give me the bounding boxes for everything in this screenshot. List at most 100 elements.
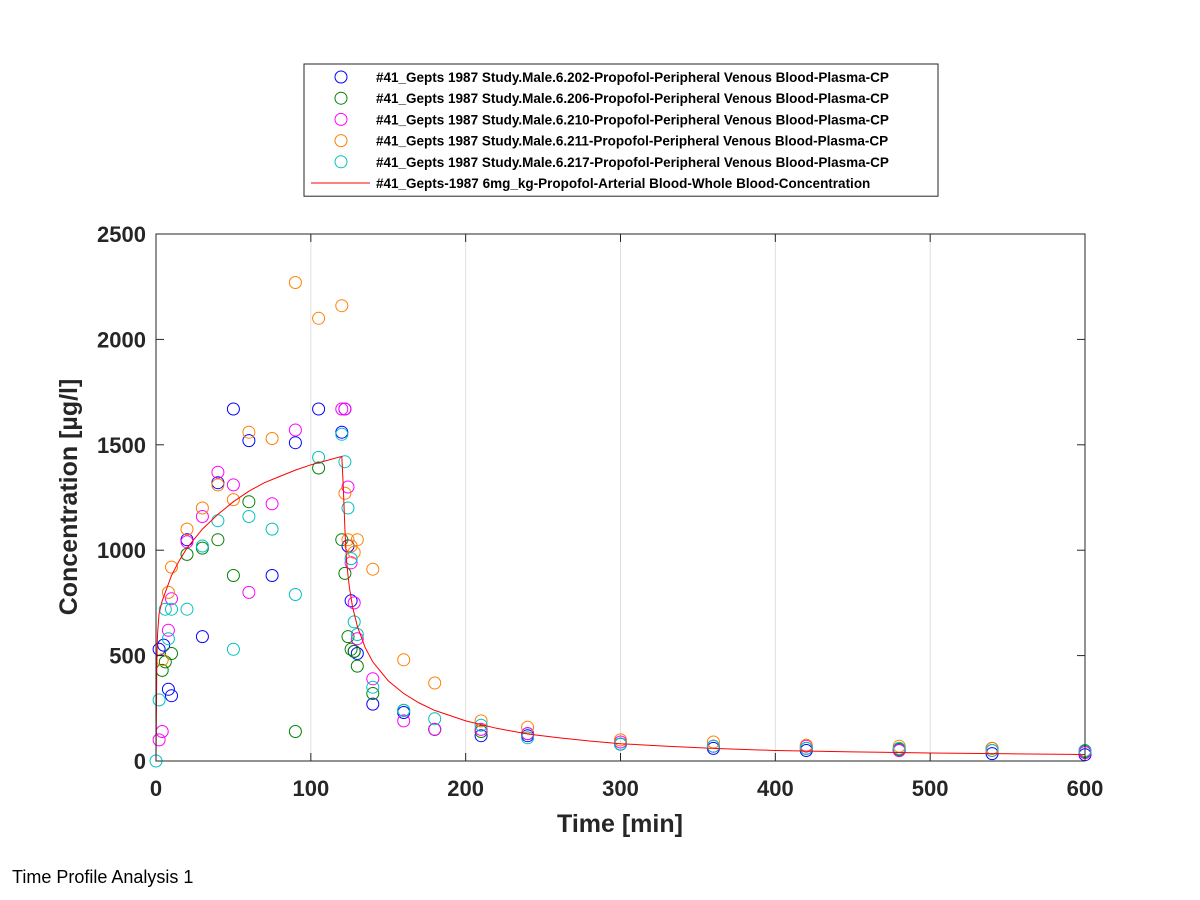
series-3-point-9 — [288, 276, 302, 289]
series-3-point-4 — [195, 501, 209, 515]
series-4-point-15 — [341, 501, 355, 515]
series-4-markers — [149, 427, 1092, 768]
series-4-point-23 — [521, 731, 535, 745]
series-2-point-18 — [397, 714, 411, 728]
series-3-point-12 — [338, 486, 352, 500]
series-4-point-2 — [158, 602, 172, 616]
legend-entry-0: #41_Gepts 1987 Study.Male.6.202-Propofol… — [376, 70, 889, 85]
series-1-point-14 — [347, 644, 361, 658]
series-2-point-8 — [242, 585, 256, 599]
series-4-point-20 — [397, 703, 411, 717]
series-3-point-15 — [347, 545, 361, 559]
legend: #41_Gepts 1987 Study.Male.6.202-Propofol… — [303, 63, 939, 197]
series-0-point-3 — [165, 689, 178, 703]
series-4-point-25 — [706, 739, 720, 753]
series-3-point-13 — [341, 533, 355, 547]
series-3-point-19 — [428, 676, 442, 690]
legend-entry-4: #41_Gepts 1987 Study.Male.6.217-Propofol… — [376, 155, 889, 170]
series-2-point-3 — [165, 592, 178, 606]
y-tick-label-1500: 1500 — [97, 433, 146, 458]
x-tick-label-200: 200 — [447, 776, 484, 801]
footer-caption: Time Profile Analysis 1 — [12, 867, 194, 887]
series-3-point-2 — [165, 560, 178, 574]
series-1-point-13 — [344, 642, 358, 656]
grid-lines — [310, 234, 931, 761]
series-3-point-6 — [226, 493, 240, 507]
legend-marker-swatch-0 — [334, 70, 348, 84]
series-4-point-10 — [265, 522, 279, 536]
series-2-point-11 — [335, 402, 349, 416]
y-axis-title: Concentration [µg/l] — [55, 379, 83, 616]
series-1-point-7 — [242, 495, 256, 509]
series-4-point-26 — [799, 741, 813, 755]
series-0-point-15 — [344, 594, 358, 608]
series-4-point-8 — [226, 642, 240, 656]
series-0-point-11 — [312, 402, 326, 416]
series-2-point-13 — [341, 480, 355, 494]
y-tick-label-2000: 2000 — [97, 327, 146, 352]
series-3-point-16 — [350, 533, 364, 547]
series-0-point-7 — [226, 402, 240, 416]
series-1-point-10 — [335, 533, 349, 547]
series-4-point-6 — [195, 539, 209, 553]
series-3-point-7 — [242, 425, 256, 439]
series-4-point-14 — [338, 455, 352, 469]
series-4-point-11 — [288, 588, 302, 601]
series-1-point-15 — [350, 659, 364, 673]
series-4-point-3 — [161, 632, 175, 646]
series-3-point-21 — [521, 720, 535, 734]
series-4-point-21 — [428, 712, 442, 726]
x-tick-label-500: 500 — [912, 776, 949, 801]
series-4-point-5 — [180, 602, 194, 616]
x-tick-label-600: 600 — [1067, 776, 1104, 801]
series-2-point-16 — [350, 632, 364, 646]
series-3-point-8 — [265, 432, 279, 445]
series-1-point-6 — [226, 569, 240, 582]
series-0-point-9 — [265, 569, 279, 582]
series-2-point-6 — [211, 465, 225, 479]
legend-marker-swatch-3 — [334, 134, 348, 148]
series-1-point-1 — [158, 655, 172, 669]
series-2-point-15 — [347, 596, 361, 610]
legend-entry-2: #41_Gepts 1987 Study.Male.6.210-Propofol… — [376, 112, 889, 127]
series-2-point-17 — [366, 672, 380, 686]
y-tick-label-1000: 1000 — [97, 538, 146, 563]
series-4-point-13 — [335, 427, 349, 441]
series-4-point-17 — [347, 615, 361, 629]
series-2-point-2 — [161, 623, 175, 637]
x-tick-label-400: 400 — [757, 776, 794, 801]
series-3-point-17 — [366, 562, 380, 576]
series-1-point-11 — [338, 566, 352, 580]
legend-entry-1: #41_Gepts 1987 Study.Male.6.206-Propofol… — [376, 91, 889, 106]
series-4-point-28 — [985, 744, 999, 757]
series-3-point-11 — [335, 299, 349, 313]
series-1-point-8 — [288, 725, 302, 738]
series-0-point-2 — [161, 682, 175, 696]
y-tick-label-500: 500 — [109, 644, 146, 669]
series-4-point-22 — [474, 718, 488, 732]
series-4-point-9 — [242, 510, 256, 523]
series-4-point-18 — [350, 628, 364, 641]
series-4-point-16 — [344, 552, 358, 566]
series-0-point-5 — [195, 630, 209, 644]
series-2-point-12 — [338, 402, 352, 416]
series-2-point-0 — [152, 733, 166, 747]
series-5-line — [155, 455, 1086, 762]
series-0-point-21 — [474, 729, 488, 743]
series-2-point-7 — [226, 478, 240, 492]
legend-marker-swatch-1 — [334, 91, 348, 105]
series-1-point-5 — [211, 533, 225, 547]
x-axis-title: Time [min] — [557, 810, 683, 838]
series-2-point-20 — [474, 722, 488, 736]
series-4-point-27 — [892, 741, 906, 755]
series-4-point-4 — [165, 602, 178, 616]
series-3-point-3 — [180, 522, 194, 536]
series-1-point-9 — [312, 461, 326, 475]
series-2-point-21 — [521, 727, 535, 741]
series-1-point-2 — [165, 647, 178, 660]
x-tick-label-0: 0 — [150, 776, 162, 801]
series-4-point-19 — [366, 680, 380, 694]
series-0-point-18 — [366, 697, 380, 711]
x-tick-label-100: 100 — [292, 776, 329, 801]
